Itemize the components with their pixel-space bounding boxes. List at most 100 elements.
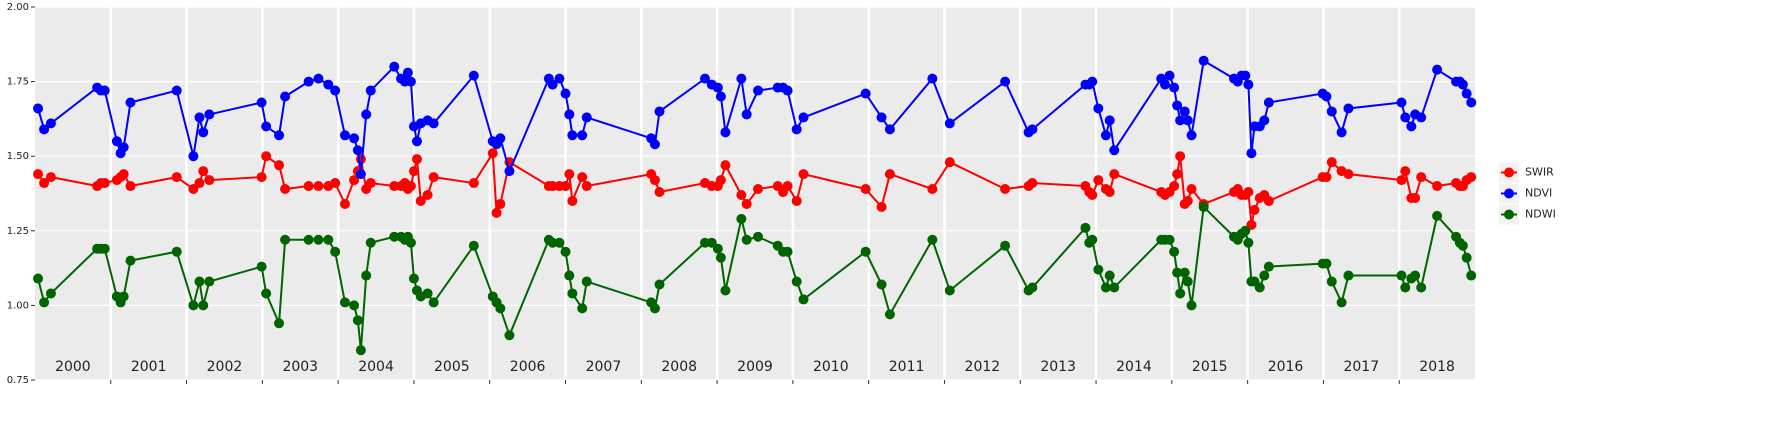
x-tick-label: 2001 [131,359,167,375]
data-point [1457,240,1468,251]
data-point [365,237,376,248]
data-point [1093,175,1104,186]
data-point [99,178,110,189]
x-tick-label: 2006 [510,359,546,375]
data-point [927,234,938,245]
x-tick-label: 2002 [207,359,243,375]
data-point [884,124,895,135]
data-point [1027,124,1038,135]
data-point [1000,184,1011,195]
data-point [1104,187,1115,198]
data-point [715,252,726,263]
data-point [581,181,592,192]
data-point [876,201,887,212]
data-point [1466,172,1477,183]
data-point [1432,64,1443,75]
data-point [204,109,215,120]
data-point [741,109,752,120]
data-point [1182,195,1193,206]
data-point [99,243,110,254]
legend-point [1504,188,1514,199]
data-point [261,121,272,132]
data-point [1246,148,1257,159]
x-tick-label: 2012 [965,359,1001,375]
data-point [736,73,747,84]
data-point [577,172,588,183]
data-point [782,85,793,96]
data-point [339,198,350,209]
data-point [1087,189,1098,200]
data-point [1259,115,1270,126]
data-point [33,169,44,180]
data-point [280,234,291,245]
x-tick-label: 2014 [1116,359,1152,375]
data-point [567,195,578,206]
data-point [198,166,209,177]
data-point [649,303,660,314]
data-point [1198,201,1209,212]
data-point [715,175,726,186]
data-point [567,130,578,141]
data-point [944,285,955,296]
data-point [1104,270,1115,281]
data-point [1109,282,1120,293]
data-point [1263,195,1274,206]
data-point [884,309,895,320]
data-point [261,151,272,162]
data-point [1457,79,1468,90]
data-point [1343,103,1354,114]
data-point [1321,172,1332,183]
data-point [1172,169,1183,180]
data-point [1263,261,1274,272]
data-point [577,303,588,314]
data-point [422,288,433,299]
data-point [798,169,809,180]
data-point [1259,270,1270,281]
data-point [1240,225,1251,236]
data-point [118,142,129,153]
data-point [547,79,558,90]
data-point [39,297,50,308]
data-point [720,285,731,296]
data-point [1080,222,1091,233]
data-point [303,234,314,245]
data-point [1198,55,1209,66]
data-point [1000,240,1011,251]
data-point [256,97,267,108]
data-point [1000,76,1011,87]
data-point [1243,237,1254,248]
data-point [564,109,575,120]
data-point [876,112,887,123]
data-point [554,73,565,84]
data-point [782,181,793,192]
data-point [1466,270,1477,281]
data-point [1254,282,1265,293]
data-point [365,178,376,189]
data-point [194,112,205,123]
data-point [1175,115,1186,126]
data-point [1164,234,1175,245]
data-point [791,276,802,287]
data-point [1416,112,1427,123]
y-tick-label: 2.00 [7,2,29,13]
y-tick-label: 1.75 [7,77,29,88]
x-tick-label: 2009 [737,359,773,375]
data-point [1461,88,1472,99]
y-tick-label: 1.00 [7,300,29,311]
data-point [428,297,439,308]
data-point [1432,181,1443,192]
data-point [1109,169,1120,180]
data-point [860,184,871,195]
data-point [798,112,809,123]
data-point [198,127,209,138]
data-point [188,151,199,162]
legend-point [1504,209,1514,220]
data-point [649,139,660,150]
legend-label: NDVI [1525,187,1552,200]
data-point [1432,210,1443,221]
data-point [860,246,871,257]
data-point [422,189,433,200]
data-point [261,288,272,299]
data-point [118,169,129,180]
